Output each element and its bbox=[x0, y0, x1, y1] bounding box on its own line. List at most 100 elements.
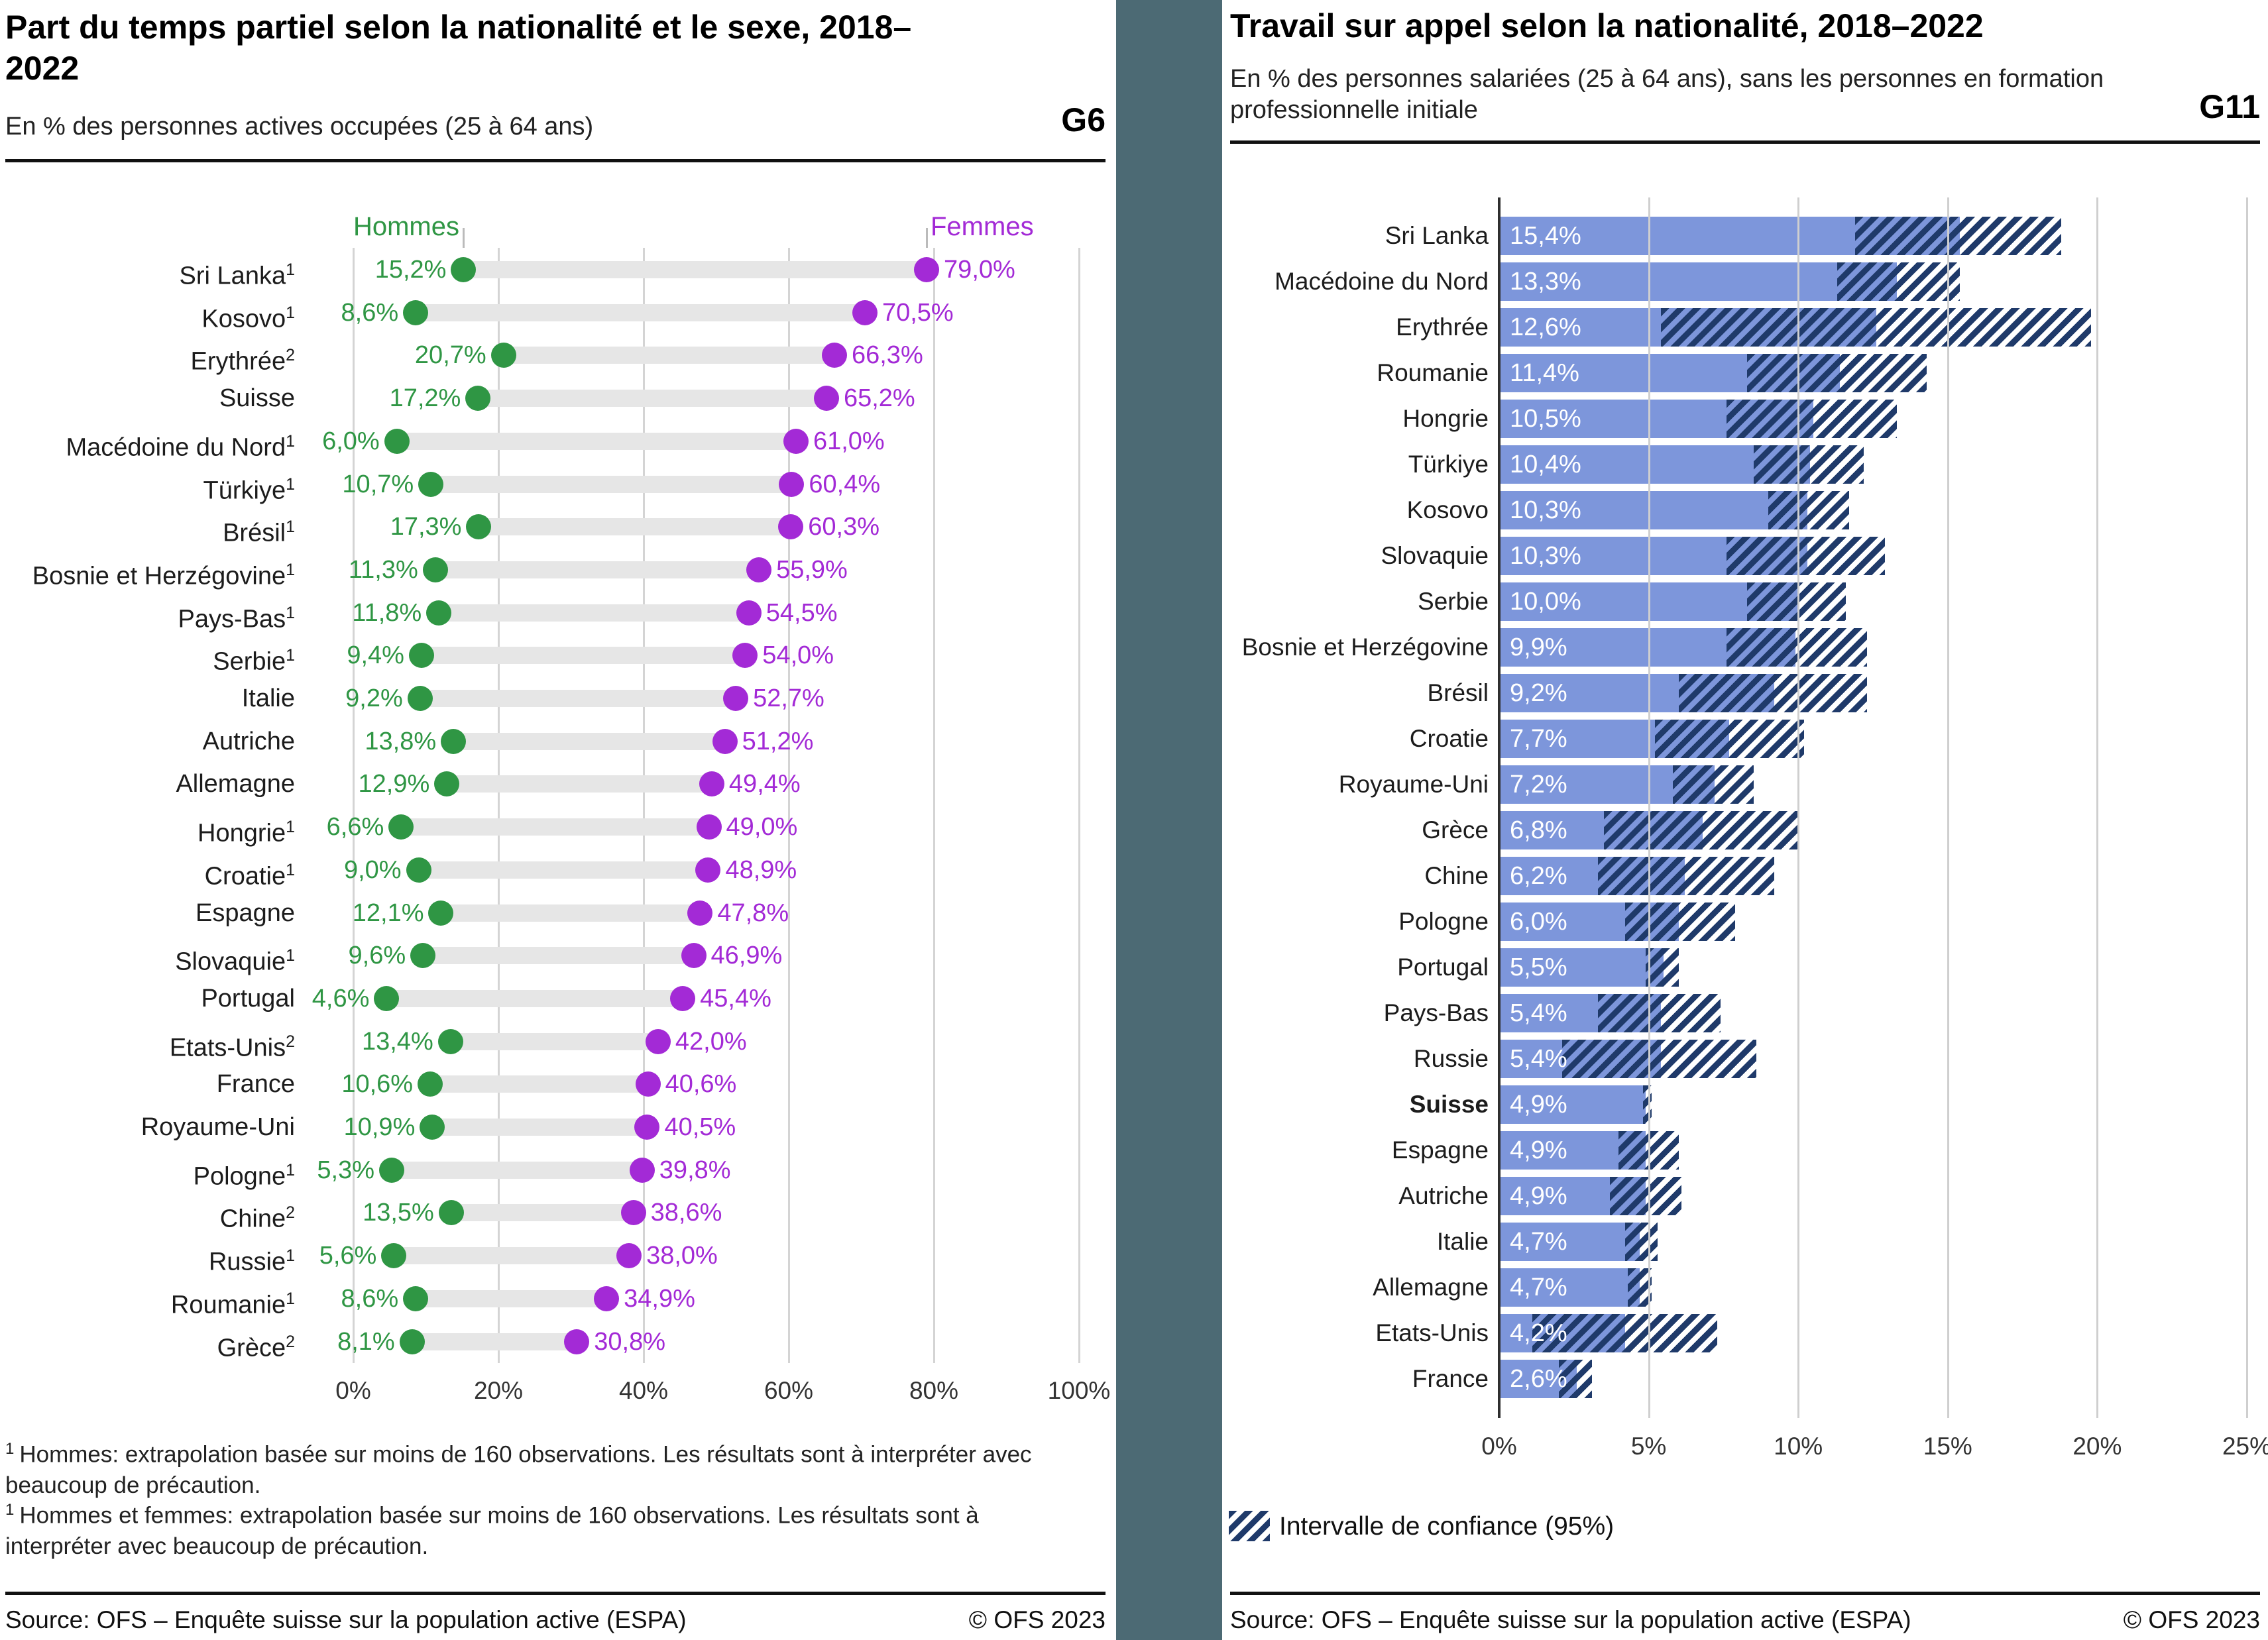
femmes-dot bbox=[629, 1157, 655, 1183]
dumbbell-connector bbox=[416, 303, 865, 321]
right-graph-number: G11 bbox=[2199, 88, 2260, 125]
hommes-dot bbox=[410, 943, 436, 969]
femmes-dot bbox=[779, 471, 805, 497]
hommes-dot bbox=[437, 1028, 463, 1054]
left-chart-title: Part du temps partiel selon la nationali… bbox=[5, 9, 912, 87]
country-label: Brésil bbox=[1427, 679, 1489, 706]
dumbbell-connector bbox=[421, 647, 746, 665]
hommes-dot bbox=[379, 1157, 405, 1183]
femmes-dot bbox=[594, 1285, 620, 1311]
hommes-value: 20,7% bbox=[414, 341, 486, 370]
confidence-interval-hatch bbox=[1646, 948, 1679, 987]
hommes-value: 13,5% bbox=[363, 1199, 434, 1227]
value-bar bbox=[1499, 948, 1664, 987]
country-label: Pologne bbox=[1398, 908, 1489, 935]
confidence-interval-hatch bbox=[1660, 308, 2092, 347]
right-header-rule bbox=[1230, 140, 2260, 144]
confidence-interval-hatch bbox=[1597, 857, 1775, 895]
femmes-dot bbox=[712, 728, 738, 754]
confidence-interval-hatch bbox=[1768, 491, 1849, 529]
femmes-value: 45,4% bbox=[700, 984, 771, 1012]
dumbbell-connector bbox=[401, 818, 709, 836]
country-label: Hongrie1 bbox=[198, 818, 295, 847]
hommes-value: 8,6% bbox=[341, 1284, 399, 1313]
country-label: Macédoine du Nord1 bbox=[66, 431, 295, 462]
right-axis-tick-label: 20% bbox=[2072, 1433, 2122, 1460]
bar-value-label: 7,7% bbox=[1510, 725, 1567, 753]
footnote-1-text: Hommes: extrapolation basée sur moins de… bbox=[5, 1441, 1032, 1498]
hommes-dot bbox=[403, 1285, 429, 1311]
left-header-rule bbox=[5, 159, 1106, 162]
ci-legend-swatch bbox=[1229, 1511, 1270, 1541]
hommes-dot bbox=[490, 343, 516, 368]
femmes-value: 40,5% bbox=[664, 1113, 736, 1141]
hommes-value: 12,1% bbox=[352, 899, 424, 927]
femmes-dot bbox=[681, 943, 707, 969]
femmes-dot bbox=[723, 686, 749, 711]
confidence-interval-hatch bbox=[1603, 811, 1799, 849]
country-label: Pays-Bas1 bbox=[178, 603, 295, 633]
bar-value-label: 10,5% bbox=[1510, 405, 1581, 433]
left-axis-tick-label: 100% bbox=[1047, 1377, 1111, 1404]
confidence-interval-hatch bbox=[1609, 1177, 1682, 1215]
bar-value-label: 4,2% bbox=[1510, 1319, 1567, 1347]
hommes-value: 9,2% bbox=[345, 684, 403, 712]
country-label: Roumanie1 bbox=[170, 1289, 295, 1319]
left-axis-tick-label: 20% bbox=[473, 1377, 524, 1404]
femmes-dot bbox=[695, 857, 721, 883]
country-label: Portugal bbox=[201, 984, 295, 1012]
dumbbell-connector bbox=[435, 561, 760, 578]
dumbbell-connector bbox=[479, 518, 791, 536]
country-label: Erythrée bbox=[1396, 313, 1489, 341]
country-label: Royaume-Uni bbox=[141, 1113, 295, 1141]
femmes-dot bbox=[635, 1071, 661, 1097]
right-axis-tick-label: 10% bbox=[1774, 1433, 1823, 1460]
country-label: Italie bbox=[241, 684, 295, 712]
country-label: Grèce2 bbox=[217, 1332, 295, 1362]
country-label: Türkiye bbox=[1408, 451, 1489, 478]
hommes-dot bbox=[434, 771, 460, 797]
femmes-value: 70,5% bbox=[881, 298, 954, 327]
footnote-1: 1 Hommes: extrapolation basée sur moins d… bbox=[5, 1434, 1072, 1501]
left-gridline bbox=[933, 248, 935, 1363]
legend-hommes-tick bbox=[463, 228, 465, 248]
country-footnote-marker: 1 bbox=[286, 818, 295, 837]
femmes-dot bbox=[620, 1200, 646, 1226]
left-footer-rule bbox=[5, 1592, 1106, 1595]
femmes-dot bbox=[645, 1028, 671, 1054]
country-footnote-marker: 1 bbox=[286, 603, 295, 622]
confidence-interval-hatch bbox=[1628, 1268, 1652, 1307]
country-label: Roumanie bbox=[1377, 359, 1489, 386]
hommes-dot bbox=[466, 514, 492, 540]
femmes-dot bbox=[732, 643, 758, 669]
country-label: Bosnie et Herzégovine1 bbox=[32, 560, 295, 590]
femmes-dot bbox=[914, 257, 940, 282]
right-gridline bbox=[1797, 197, 1800, 1418]
country-label: Kosovo1 bbox=[201, 303, 295, 333]
femmes-value: 38,0% bbox=[646, 1242, 718, 1270]
right-gridline bbox=[2096, 197, 2099, 1418]
right-gridline bbox=[1947, 197, 1949, 1418]
hommes-value: 10,6% bbox=[341, 1070, 414, 1099]
country-footnote-marker: 1 bbox=[286, 860, 295, 879]
panel-separator bbox=[1116, 0, 1222, 1640]
right-footer-rule bbox=[1230, 1592, 2260, 1595]
country-label: France bbox=[216, 1070, 295, 1099]
country-label: Espagne bbox=[1391, 1136, 1489, 1164]
femmes-value: 60,3% bbox=[808, 513, 880, 541]
femmes-value: 49,0% bbox=[726, 813, 798, 842]
femmes-value: 47,8% bbox=[717, 899, 789, 927]
left-gridline bbox=[498, 248, 500, 1363]
confidence-interval-hatch bbox=[1747, 582, 1846, 621]
right-chart-subtitle: En % des personnes salariées (25 à 64 an… bbox=[1230, 65, 2104, 124]
femmes-dot bbox=[687, 900, 713, 926]
country-label: Autriche bbox=[202, 727, 295, 755]
confidence-interval-hatch bbox=[1654, 720, 1805, 758]
hommes-dot bbox=[441, 728, 467, 754]
hommes-value: 6,6% bbox=[326, 813, 384, 842]
country-label: Sri Lanka1 bbox=[179, 260, 295, 290]
dumbbell-connector bbox=[441, 904, 701, 922]
right-copyright: © OFS 2023 bbox=[2123, 1606, 2260, 1633]
country-label: Suisse bbox=[1409, 1091, 1489, 1118]
right-axis-tick-label: 15% bbox=[1923, 1433, 1972, 1460]
